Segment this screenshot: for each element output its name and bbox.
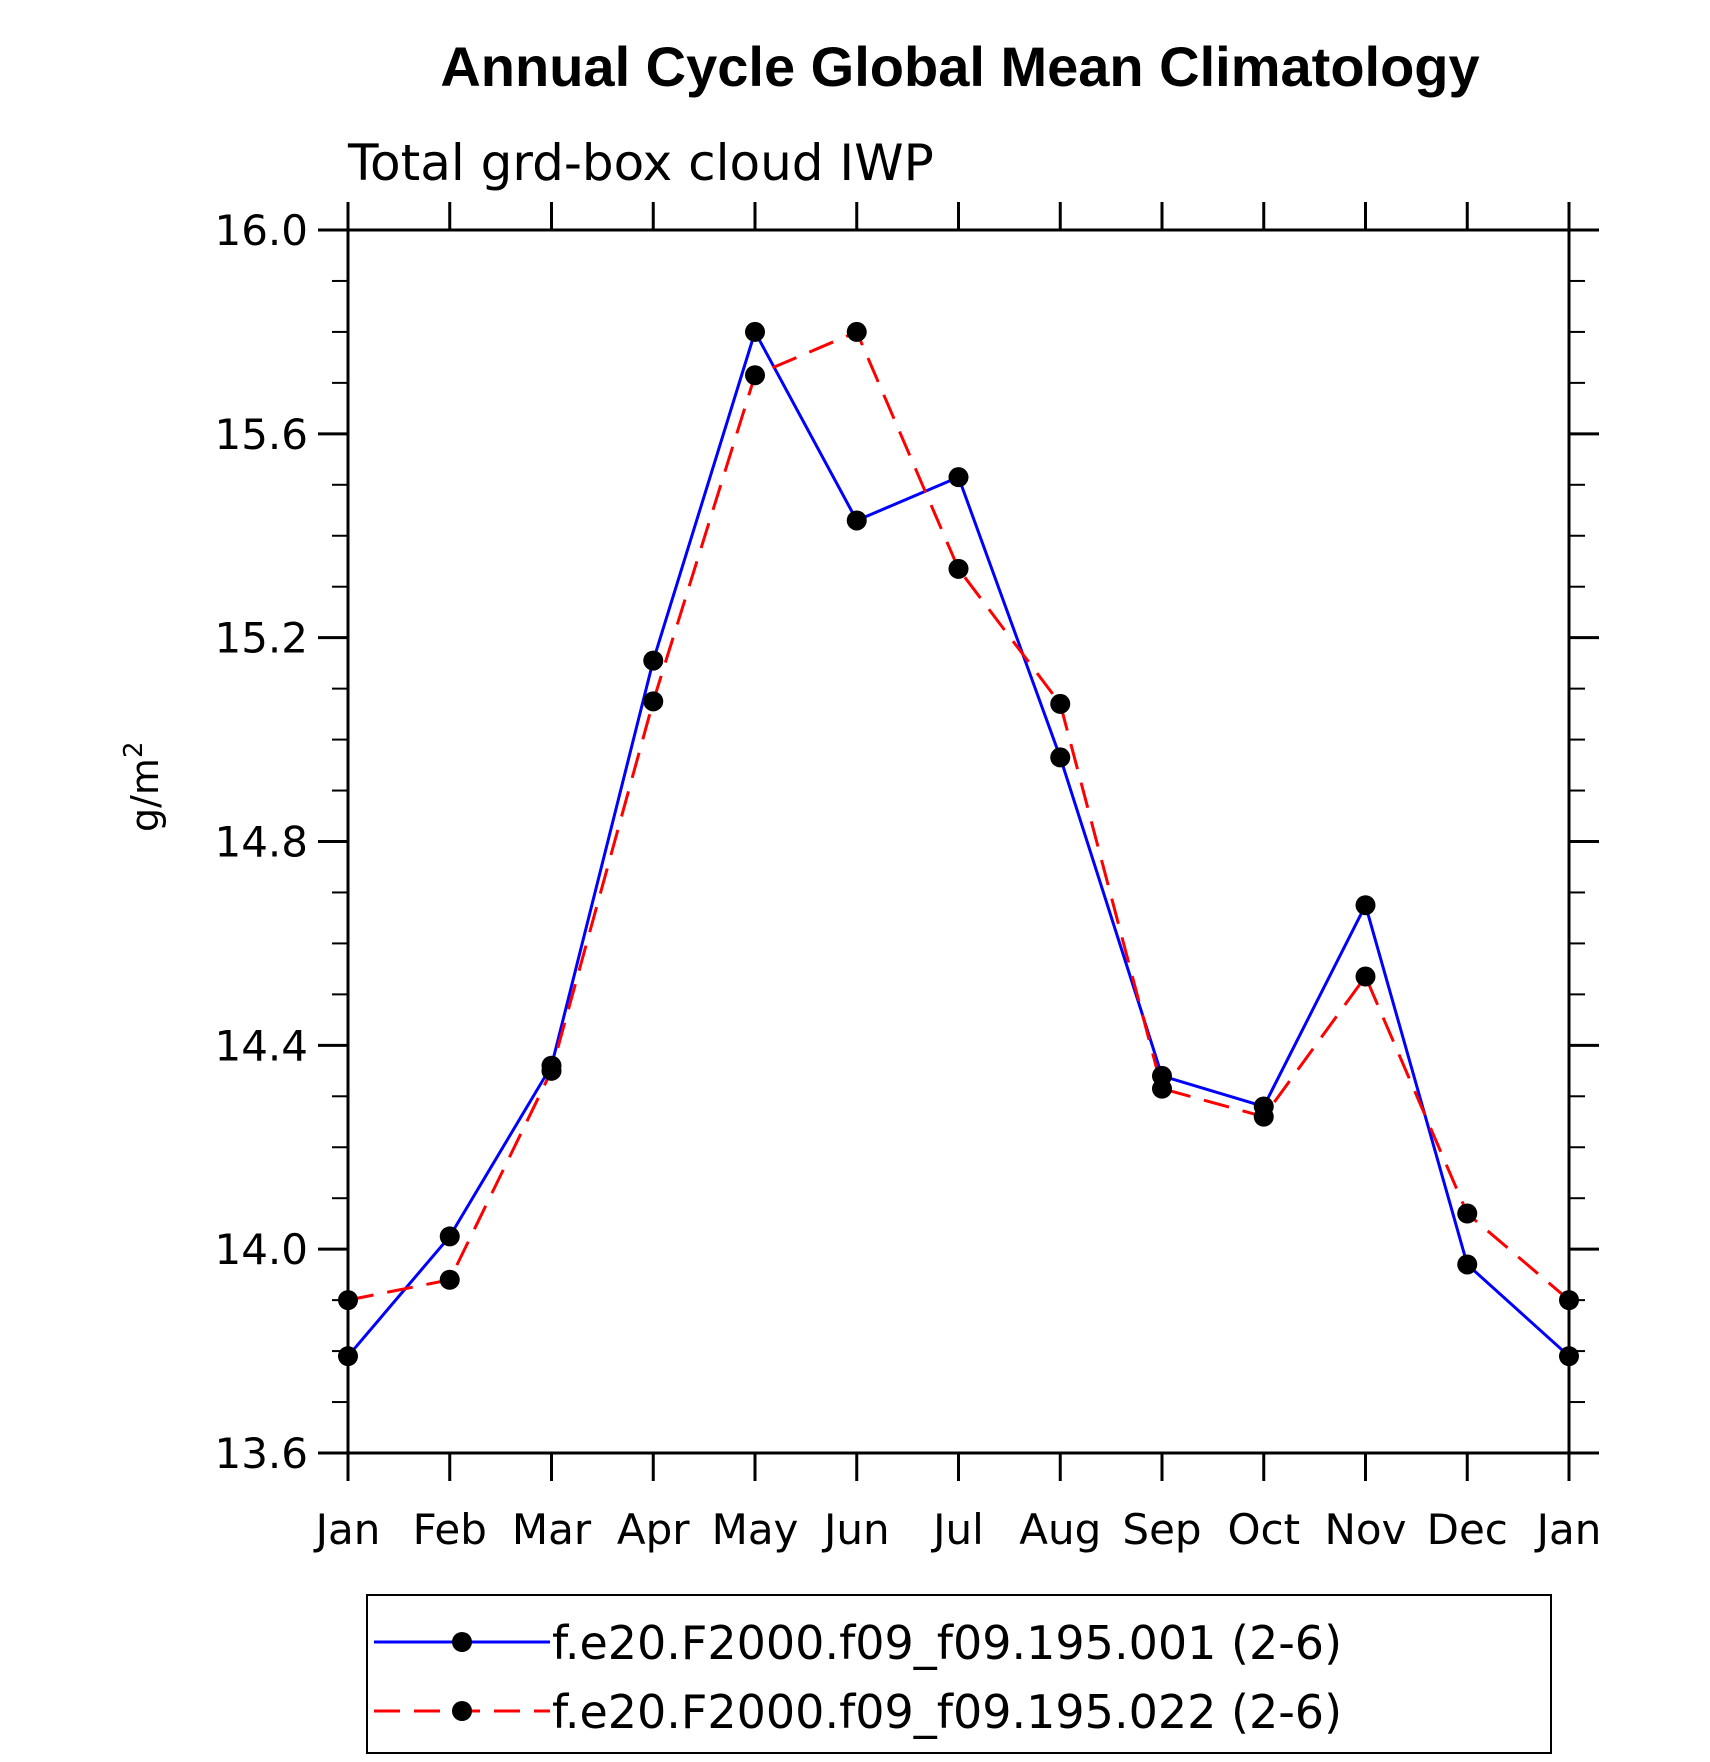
chart-title: Annual Cycle Global Mean Climatology	[440, 35, 1479, 98]
x-tick-label: Feb	[413, 1505, 487, 1554]
series-2-point	[1355, 966, 1376, 987]
chart-subtitle: Total grd-box cloud IWP	[347, 134, 934, 192]
series-2-point	[948, 558, 969, 579]
legend-label-2: f.e20.F2000.f09_f09.195.022 (2-6)	[552, 1685, 1342, 1739]
plot-series	[338, 321, 1579, 1367]
x-tick-label: Dec	[1427, 1505, 1508, 1554]
x-tick-label: Jun	[821, 1505, 890, 1554]
legend: f.e20.F2000.f09_f09.195.001 (2-6) f.e20.F…	[366, 1594, 1552, 1754]
legend-label-1: f.e20.F2000.f09_f09.195.001 (2-6)	[552, 1616, 1342, 1670]
x-tick-label: Nov	[1325, 1505, 1407, 1554]
series-1-point	[948, 467, 969, 488]
y-tick-label: 13.6	[214, 1429, 308, 1478]
x-tick-label: Sep	[1122, 1505, 1201, 1554]
plot-axes: Jan Feb Mar Apr May Jun Jul Aug Sep Oct Nov Dec Jan1…	[214, 202, 1601, 1554]
series-2-point	[1152, 1078, 1172, 1099]
x-tick-label: Jan	[1534, 1505, 1602, 1554]
y-tick-label: 15.6	[214, 410, 308, 459]
x-tick-label: May	[712, 1505, 799, 1554]
y-tick-label: 14.8	[214, 818, 308, 867]
series-2-point	[541, 1060, 562, 1081]
series-2-point	[846, 321, 867, 342]
series-2-point	[439, 1269, 460, 1290]
series-2-point	[745, 365, 765, 386]
series-1-point	[643, 650, 664, 671]
series-2-point	[1050, 693, 1071, 714]
x-tick-label: Jan	[313, 1505, 381, 1554]
x-tick-label: Aug	[1019, 1505, 1101, 1554]
y-tick-label: 16.0	[214, 206, 308, 255]
y-tick-label: 14.0	[214, 1225, 308, 1274]
series-2-point	[643, 691, 664, 712]
x-tick-label: Apr	[617, 1505, 690, 1554]
y-tick-label: 15.2	[214, 614, 308, 663]
legend-marker-2	[452, 1701, 472, 1721]
series-1-point	[338, 1346, 358, 1367]
y-axis-label-superscript: 2	[119, 742, 149, 759]
series-2-point	[1253, 1106, 1274, 1127]
series-1-point	[1355, 895, 1376, 916]
series-1-point	[745, 321, 765, 342]
series-1-point	[846, 510, 867, 531]
series-1-point	[1457, 1254, 1478, 1275]
series-1-point	[1050, 747, 1071, 768]
legend-marker-1	[452, 1632, 472, 1652]
y-axis-label: g/m2	[119, 742, 167, 833]
y-axis-label-text: g/m	[123, 758, 167, 832]
plot-frame	[346, 228, 1571, 1455]
legend-box	[366, 1594, 1552, 1754]
x-tick-label: Mar	[512, 1505, 592, 1554]
series-1-point	[439, 1226, 460, 1247]
series-2-point	[1457, 1203, 1478, 1224]
y-tick-label: 14.4	[214, 1021, 308, 1070]
series-2-point	[338, 1290, 358, 1311]
series-1-point	[1559, 1346, 1579, 1367]
series-2-point	[1559, 1290, 1579, 1311]
x-tick-label: Jul	[930, 1505, 984, 1554]
x-tick-label: Oct	[1227, 1505, 1300, 1554]
